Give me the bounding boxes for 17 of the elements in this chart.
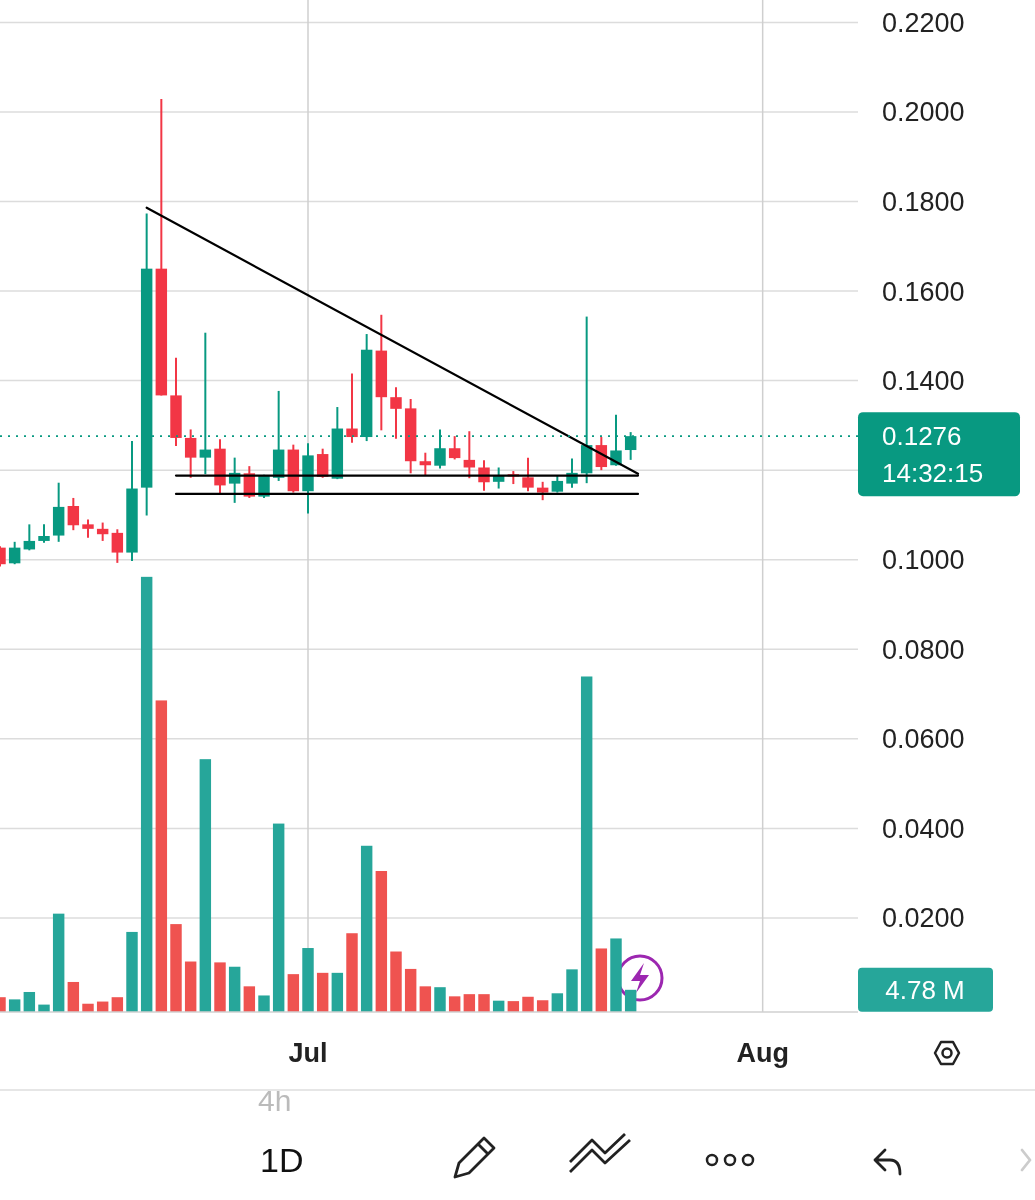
ref-line-label: 0.1276 — [882, 421, 962, 452]
text: 1D — [260, 1140, 304, 1179]
x-tick-label: Jul — [288, 1038, 328, 1069]
x-tick-label: Aug — [736, 1038, 789, 1069]
text: 14:32:15 — [882, 458, 984, 489]
y-tick-label: 0.1000 — [882, 545, 965, 576]
y-tick-label: 0.1400 — [882, 366, 965, 397]
y-tick-label: 0.0800 — [882, 634, 965, 665]
y-tick-label: 0.0600 — [882, 724, 965, 755]
y-tick-label: 0.2200 — [882, 7, 965, 38]
y-tick-label: 0.0200 — [882, 903, 965, 934]
text: 4.78 M — [885, 974, 965, 1005]
y-tick-label: 0.1600 — [882, 276, 965, 307]
y-tick-label: 0.2000 — [882, 97, 965, 128]
y-tick-label: 0.0400 — [882, 813, 965, 844]
y-tick-label: 0.1800 — [882, 186, 965, 217]
text: 4h — [258, 1083, 292, 1117]
